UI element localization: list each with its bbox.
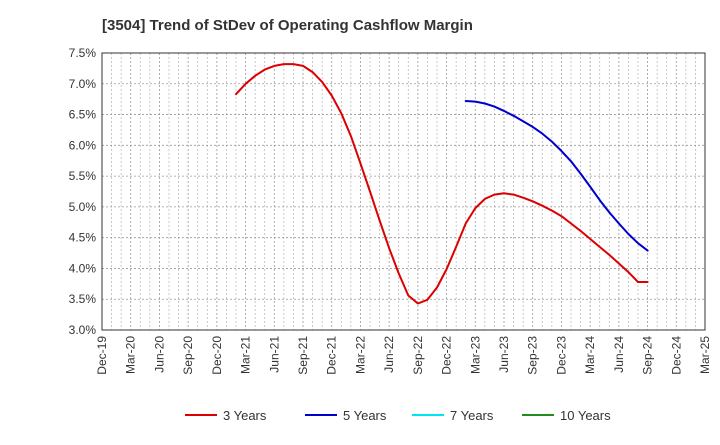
axes: 3.0% 3.5% 4.0% 4.5% 5.0% 5.5% 6.0% 6.5% 7.0% 7.5%… <box>69 46 712 375</box>
x-tick-label: Dec-22 <box>440 336 454 375</box>
x-tick-label: Mar-24 <box>583 336 597 374</box>
y-tick-label: 5.0% <box>69 200 97 214</box>
x-tick-label: Dec-19 <box>95 336 109 375</box>
plot-area-border <box>101 52 706 331</box>
y-tick-label: 7.0% <box>69 77 97 91</box>
x-tick-label: Sep-23 <box>526 336 540 375</box>
series-line-0 <box>235 63 649 305</box>
legend: 3 Years 5 Years 7 Years 10 Years <box>185 408 611 423</box>
legend-label: 3 Years <box>223 408 267 423</box>
x-tick-label: Jun-21 <box>267 336 281 373</box>
x-tick-label: Jun-20 <box>152 336 166 373</box>
x-tick-label: Sep-21 <box>296 336 310 375</box>
legend-label: 10 Years <box>560 408 611 423</box>
series-lines <box>235 63 649 305</box>
y-tick-label: 6.5% <box>69 108 97 122</box>
legend-label: 7 Years <box>450 408 494 423</box>
y-tick-label: 4.5% <box>69 231 97 245</box>
x-tick-label: Mar-23 <box>468 336 482 374</box>
grid <box>102 53 705 330</box>
x-tick-label: Sep-20 <box>181 336 195 375</box>
y-tick-label: 3.0% <box>69 323 97 337</box>
y-tick-label: 6.0% <box>69 138 97 152</box>
x-tick-label: Mar-22 <box>353 336 367 374</box>
y-tick-label: 4.0% <box>69 261 97 275</box>
x-tick-label: Sep-22 <box>411 336 425 375</box>
y-tick-label: 7.5% <box>69 46 97 60</box>
x-tick-label: Mar-25 <box>698 336 712 374</box>
x-tick-label: Mar-20 <box>124 336 138 374</box>
x-tick-label: Dec-23 <box>554 336 568 375</box>
x-tick-label: Dec-21 <box>325 336 339 375</box>
y-tick-label: 3.5% <box>69 292 97 306</box>
x-tick-label: Mar-21 <box>239 336 253 374</box>
x-tick-label: Jun-22 <box>382 336 396 373</box>
x-tick-label: Jun-24 <box>612 336 626 373</box>
chart-title: [3504] Trend of StDev of Operating Cashf… <box>102 17 473 34</box>
x-tick-label: Sep-24 <box>641 336 655 375</box>
legend-label: 5 Years <box>343 408 387 423</box>
x-tick-label: Dec-24 <box>669 336 683 375</box>
x-tick-label: Dec-20 <box>210 336 224 375</box>
series-line-1 <box>464 100 649 252</box>
y-tick-label: 5.5% <box>69 169 97 183</box>
x-tick-label: Jun-23 <box>497 336 511 373</box>
